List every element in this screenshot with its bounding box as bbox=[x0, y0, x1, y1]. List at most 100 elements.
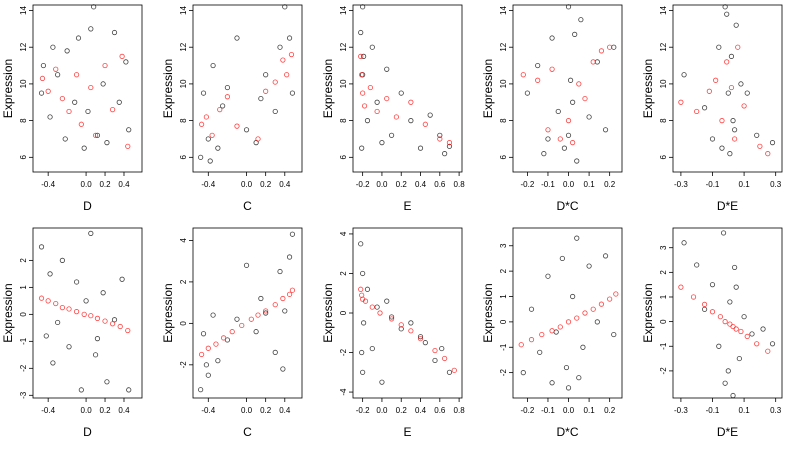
point bbox=[732, 264, 738, 271]
point bbox=[377, 310, 383, 316]
point bbox=[694, 262, 700, 268]
point bbox=[38, 244, 45, 250]
point bbox=[724, 11, 730, 17]
point bbox=[215, 358, 221, 364]
point bbox=[91, 4, 97, 10]
point bbox=[39, 75, 46, 82]
point bbox=[565, 385, 572, 391]
point bbox=[379, 379, 385, 385]
point bbox=[38, 295, 45, 301]
y-tick-label: 6 bbox=[339, 155, 348, 160]
point bbox=[754, 132, 760, 138]
point bbox=[200, 90, 207, 96]
point bbox=[437, 132, 443, 138]
y-tick-label: 10 bbox=[339, 79, 348, 88]
point bbox=[565, 319, 572, 325]
point bbox=[253, 329, 259, 335]
point bbox=[45, 88, 51, 94]
point bbox=[398, 90, 404, 96]
x-tick-label: 0.2 bbox=[260, 406, 272, 415]
point bbox=[92, 132, 99, 138]
point bbox=[94, 132, 101, 138]
point bbox=[239, 322, 245, 329]
y-axis-label: Expression bbox=[161, 59, 175, 118]
point bbox=[582, 95, 588, 102]
point bbox=[272, 302, 278, 308]
point bbox=[717, 314, 723, 320]
point bbox=[730, 392, 736, 399]
point bbox=[741, 314, 747, 320]
point bbox=[572, 31, 578, 37]
point bbox=[83, 298, 89, 304]
point bbox=[709, 282, 716, 288]
point bbox=[263, 72, 269, 78]
point bbox=[205, 372, 211, 378]
point bbox=[442, 151, 448, 157]
point bbox=[53, 300, 59, 307]
y-tick-label: 10 bbox=[499, 79, 508, 88]
point bbox=[78, 387, 84, 393]
x-axis-label: D bbox=[83, 199, 92, 213]
y-axis-label: Expression bbox=[641, 283, 655, 342]
point bbox=[360, 4, 366, 10]
point bbox=[243, 262, 250, 268]
point bbox=[263, 88, 269, 94]
x-tick-label: 0.0 bbox=[563, 180, 575, 189]
point bbox=[736, 355, 742, 362]
y-tick-label: 0 bbox=[179, 321, 188, 326]
point bbox=[224, 84, 231, 91]
plot-frame bbox=[512, 227, 623, 399]
y-tick-label: 8 bbox=[339, 118, 348, 123]
point bbox=[360, 369, 366, 375]
point bbox=[738, 328, 744, 335]
point bbox=[706, 88, 712, 94]
x-tick-label: 0.4 bbox=[118, 180, 130, 189]
point bbox=[678, 284, 684, 290]
x-tick-label: -0.1 bbox=[541, 180, 555, 189]
point bbox=[277, 44, 283, 50]
y-tick-label: 2 bbox=[659, 270, 668, 275]
point bbox=[104, 379, 110, 385]
point bbox=[701, 306, 708, 312]
point bbox=[374, 304, 380, 310]
point bbox=[559, 255, 565, 262]
point bbox=[408, 320, 414, 326]
y-tick-label: 6 bbox=[179, 155, 188, 160]
y-axis-label: Expression bbox=[641, 59, 655, 118]
point bbox=[100, 81, 106, 87]
y-tick-label: 14 bbox=[499, 6, 508, 15]
point bbox=[364, 286, 371, 292]
y-tick-label: -1 bbox=[19, 337, 28, 345]
point bbox=[374, 108, 380, 115]
x-tick-label: 0.2 bbox=[604, 406, 616, 415]
point bbox=[738, 81, 744, 87]
point bbox=[286, 35, 293, 41]
point bbox=[234, 316, 240, 322]
point bbox=[722, 4, 728, 10]
y-tick-label: 8 bbox=[19, 118, 28, 123]
point bbox=[53, 66, 59, 72]
y-tick-label: 0 bbox=[339, 310, 348, 315]
point bbox=[388, 316, 395, 322]
point bbox=[88, 230, 94, 236]
y-axis-label: Expression bbox=[1, 283, 15, 342]
point bbox=[582, 310, 588, 316]
point bbox=[358, 241, 364, 247]
y-tick-label: 12 bbox=[179, 42, 188, 51]
point bbox=[59, 305, 65, 311]
point bbox=[769, 140, 776, 146]
point bbox=[598, 301, 605, 307]
x-tick-label: -0.2 bbox=[520, 180, 534, 189]
point bbox=[229, 329, 235, 335]
y-tick-label: 0 bbox=[499, 319, 508, 324]
point bbox=[549, 66, 555, 72]
x-tick-label: 0.0 bbox=[81, 406, 93, 415]
point bbox=[361, 320, 367, 326]
point bbox=[724, 59, 730, 65]
point bbox=[590, 59, 596, 65]
y-tick-label: 8 bbox=[659, 118, 668, 123]
point bbox=[570, 99, 576, 105]
point bbox=[59, 95, 65, 102]
point bbox=[727, 151, 733, 157]
plot-frame bbox=[352, 4, 463, 173]
